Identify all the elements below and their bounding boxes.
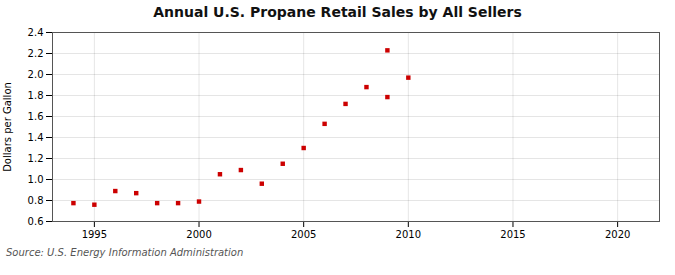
svg-text:Dollars per Gallon: Dollars per Gallon	[2, 82, 13, 172]
svg-text:1.4: 1.4	[28, 132, 44, 143]
svg-text:2.0: 2.0	[28, 69, 44, 80]
svg-text:1995: 1995	[82, 229, 107, 240]
svg-text:1.8: 1.8	[28, 90, 44, 101]
svg-text:1.2: 1.2	[28, 153, 44, 164]
svg-text:2010: 2010	[396, 229, 421, 240]
svg-text:2020: 2020	[605, 229, 630, 240]
svg-text:0.6: 0.6	[28, 216, 44, 227]
svg-text:2.4: 2.4	[28, 27, 44, 38]
svg-text:0.8: 0.8	[28, 195, 44, 206]
svg-text:1.6: 1.6	[28, 111, 44, 122]
html-text:Source: U.S. Energy Informatio: Source: U.S. Energy Information Administ…	[6, 247, 244, 258]
svg-text:1.0: 1.0	[28, 174, 44, 185]
svg-text:2.2: 2.2	[28, 48, 44, 59]
svg-text:2000: 2000	[186, 229, 211, 240]
svg-text:2005: 2005	[291, 229, 316, 240]
svg-text:2015: 2015	[500, 229, 525, 240]
html-text:Annual U.S. Propane Retail Sal: Annual U.S. Propane Retail Sales by All …	[153, 4, 522, 20]
